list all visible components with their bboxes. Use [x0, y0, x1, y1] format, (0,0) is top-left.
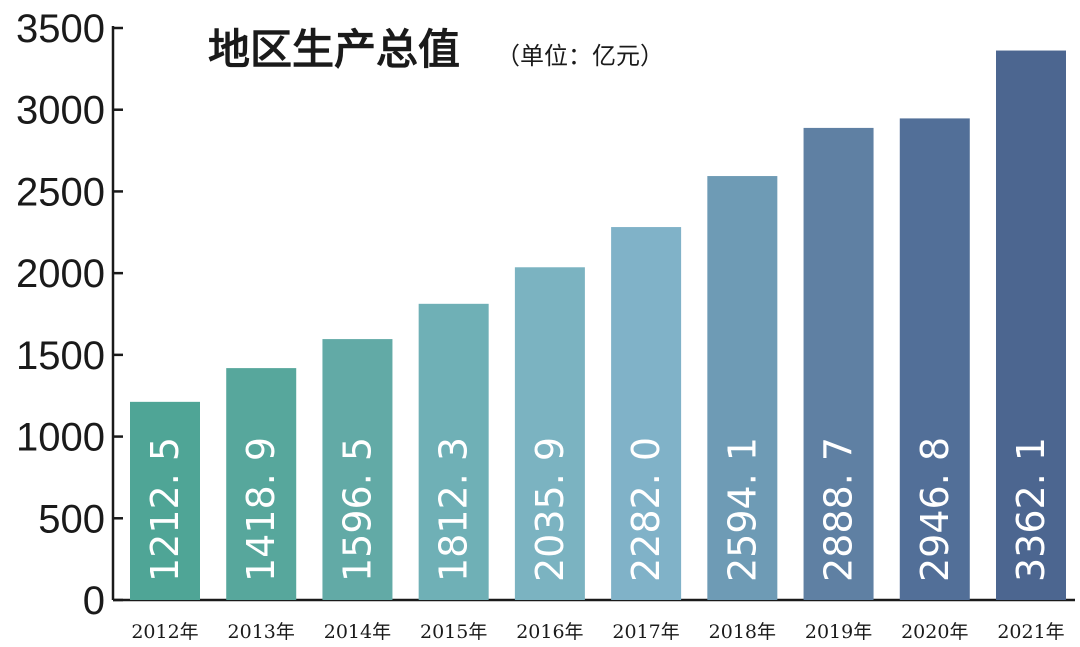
x-tick-label: 2014年 [324, 621, 391, 643]
y-tick-label: 1000 [16, 416, 105, 460]
x-tick-label: 2021年 [997, 621, 1064, 643]
bar [514, 267, 585, 600]
x-tick-label: 2017年 [612, 621, 679, 643]
bar [996, 50, 1066, 600]
x-tick-label: 2015年 [420, 621, 487, 643]
y-tick-label: 2500 [16, 170, 105, 214]
bar [803, 127, 874, 601]
y-tick-label: 3000 [16, 89, 105, 133]
bar [611, 227, 682, 600]
y-tick-label: 0 [83, 579, 105, 623]
bar [130, 401, 200, 600]
y-tick-label: 1500 [16, 334, 105, 378]
bar-value-label: 2946. 8 [913, 437, 957, 582]
x-tick-label: 2013年 [228, 621, 295, 643]
x-tick-label: 2020年 [901, 621, 968, 643]
bar [899, 118, 970, 600]
x-tick-label: 2012年 [131, 621, 198, 643]
y-tick-label: 2000 [16, 252, 105, 296]
bar [418, 303, 489, 600]
x-tick-label: 2018年 [709, 621, 776, 643]
bar-value-label: 2594. 1 [720, 437, 764, 582]
x-tick-label: 2016年 [516, 621, 583, 643]
bar-value-label: 1212. 5 [143, 437, 187, 582]
x-tick-label: 2019年 [805, 621, 872, 643]
bar [322, 339, 393, 600]
bar-value-label: 1418. 9 [239, 437, 283, 582]
axis-layer: 0 500 1000 1500 2000 2500 3000 3500 2012年 2013年 20… [16, 7, 1075, 643]
chart-title: 地区生产总值 [208, 25, 460, 74]
bar-value-label: 2888. 7 [817, 437, 861, 582]
bar-value-label: 1596. 5 [335, 437, 379, 582]
bar-value-label: 2282. 0 [624, 437, 668, 582]
bar [226, 368, 297, 600]
bar-value-label: 1812. 3 [432, 437, 476, 582]
chart-subtitle: （单位：亿元） [496, 42, 664, 70]
bar-value-label: 3362. 1 [1009, 437, 1053, 582]
bar-value-label: 2035. 9 [528, 437, 572, 582]
bar [707, 176, 778, 601]
bar-layer: 1212. 5 1418. 9 1596. 5 1812. 3 2035. 9 2282.… [130, 50, 1066, 601]
y-tick-label: 3500 [16, 7, 105, 51]
y-tick-label: 500 [38, 497, 105, 541]
